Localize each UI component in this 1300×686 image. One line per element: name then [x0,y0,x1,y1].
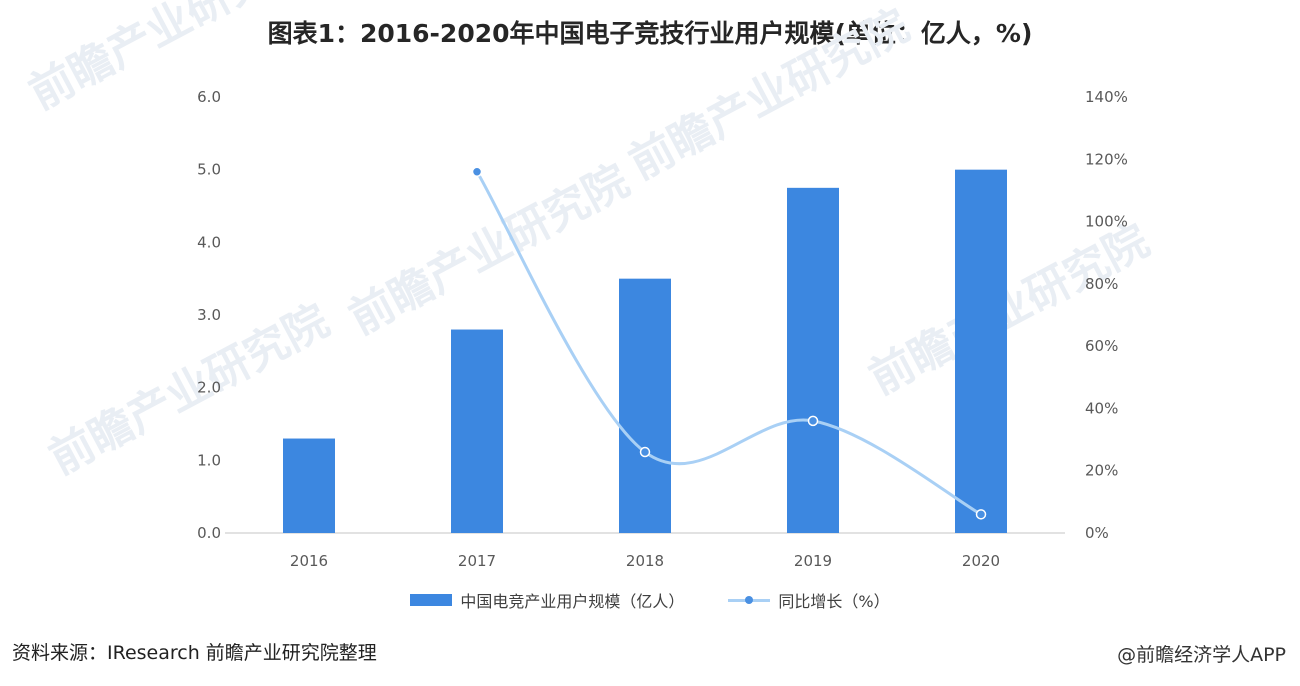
x-tick-label: 2017 [458,552,496,570]
watermark-text: 前瞻产业研究院 [621,0,917,190]
watermark-text: 前瞻产业研究院 [341,155,637,345]
source-note: 资料来源：IResearch 前瞻产业研究院整理 [12,642,377,664]
bar [451,329,503,533]
y-left-tick-label: 2.0 [197,379,221,397]
growth-point [639,446,651,458]
x-tick-label: 2019 [794,552,832,570]
y-left-tick-label: 1.0 [197,451,221,469]
legend-line-label: 同比增长（%） [778,592,890,611]
bar [283,438,335,533]
bar [619,278,671,533]
y-right-tick-label: 20% [1085,462,1118,480]
x-tick-label: 2016 [290,552,328,570]
y-left-tick-label: 5.0 [197,161,221,179]
y-right-tick-label: 100% [1085,213,1128,231]
growth-point [807,415,819,427]
axes: 0.0 1.0 2.0 3.0 4.0 5.0 6.0 0% 20% 40% 60% 80% 100% 1… [197,88,1128,570]
x-tick-label: 2018 [626,552,664,570]
chart-title: 图表1：2016-2020年中国电子竞技行业用户规模(单位：亿人，%) [267,19,1033,48]
app-watermark: @前瞻经济学人APP [1117,644,1286,666]
legend-bar-swatch [410,594,453,606]
growth-point [975,509,987,520]
watermark-text: 前瞻产业研究院 [861,215,1157,405]
y-left-tick-label: 3.0 [197,306,221,324]
watermark-text: 前瞻产业研究院 [21,0,317,120]
y-left-tick-label: 4.0 [197,233,221,251]
legend-item-line: 同比增长（%） [728,588,890,612]
legend-line-swatch [728,594,771,606]
legend: 中国电竞产业用户规模（亿人） 同比增长（%） [0,588,1300,612]
bar-series [283,169,1007,534]
line-series [471,166,987,520]
x-tick-label: 2020 [962,552,1000,570]
y-right-tick-label: 140% [1085,88,1128,106]
y-right-tick-label: 60% [1085,337,1118,355]
y-right-tick-label: 80% [1085,275,1118,293]
legend-bar-label: 中国电竞产业用户规模（亿人） [460,592,685,611]
y-left-tick-label: 6.0 [197,88,221,106]
growth-line [475,170,982,516]
y-right-tick-label: 120% [1085,150,1128,168]
bar [787,187,839,534]
bar [955,169,1007,533]
y-right-tick-label: 0% [1085,524,1109,542]
y-right-tick-label: 40% [1085,399,1118,417]
y-left-tick-label: 0.0 [197,524,221,542]
legend-item-bar: 中国电竞产业用户规模（亿人） [410,588,684,612]
growth-point [471,166,483,177]
